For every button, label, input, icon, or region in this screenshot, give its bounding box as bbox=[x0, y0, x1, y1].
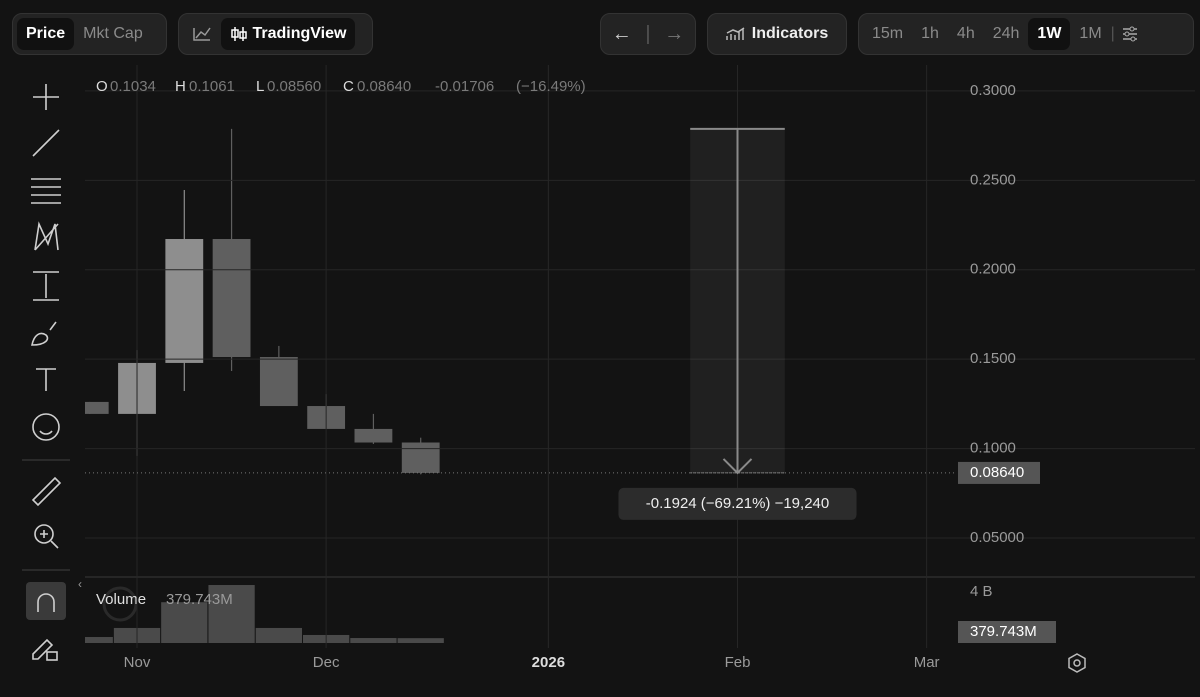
fib-tool[interactable] bbox=[31, 178, 61, 204]
measure-label: -0.1924 (−69.21%) −19,240 bbox=[646, 495, 829, 512]
candle-body bbox=[401, 442, 440, 473]
y-tick-label: 0.2000 bbox=[970, 261, 1016, 278]
ohlc-change-pct: (−16.49%) bbox=[516, 78, 586, 95]
ohlc-value: 0.08560 bbox=[267, 78, 321, 95]
zoom-tool[interactable] bbox=[34, 524, 54, 544]
undo-button[interactable]: ← bbox=[611, 22, 632, 45]
volume-bar bbox=[397, 638, 444, 643]
y-tick-label: 0.05000 bbox=[970, 529, 1024, 546]
ohlc-change: -0.01706 bbox=[435, 78, 494, 95]
zoom-plus bbox=[40, 530, 59, 549]
redo-button[interactable]: → bbox=[664, 22, 685, 45]
ohlc-value: 0.1061 bbox=[189, 78, 235, 95]
plot-area bbox=[85, 128, 444, 643]
interval-button[interactable]: 15m bbox=[872, 25, 904, 42]
y-tick-label: 0.3000 bbox=[970, 82, 1016, 99]
settings-button[interactable] bbox=[1115, 25, 1145, 43]
left-tools bbox=[22, 84, 70, 661]
volume-tick-label: 4 B bbox=[970, 583, 993, 600]
candle-body bbox=[165, 239, 204, 363]
emoji-smile bbox=[39, 430, 53, 435]
last-price-label: 0.08640 bbox=[970, 464, 1024, 481]
lock-icon bbox=[46, 651, 58, 661]
interval-button[interactable]: 1h bbox=[921, 25, 939, 42]
ohlc-letter: O bbox=[96, 78, 108, 95]
volume-tag bbox=[958, 621, 1056, 643]
line-chart-button[interactable] bbox=[183, 18, 221, 50]
magnet-tool[interactable] bbox=[26, 582, 66, 620]
emoji-tool[interactable] bbox=[32, 413, 60, 441]
volume-bar bbox=[85, 637, 113, 643]
mktcap-button[interactable]: Mkt Cap bbox=[83, 25, 143, 42]
volume-bar bbox=[350, 638, 397, 643]
collapse-toggle[interactable]: ‹ bbox=[78, 577, 82, 591]
candle-body bbox=[212, 239, 251, 358]
candle-body bbox=[354, 428, 393, 443]
x-tick-label: Mar bbox=[914, 654, 940, 671]
price-toggle: Price Mkt Cap bbox=[12, 13, 167, 55]
interval-button[interactable]: 1W bbox=[1028, 18, 1071, 50]
volume-tag-label: 379.743M bbox=[970, 623, 1037, 640]
measure-arrowhead bbox=[722, 458, 753, 475]
ohlc-letter: H bbox=[175, 78, 186, 95]
volume-bar bbox=[208, 585, 255, 643]
interval-button[interactable]: 4h bbox=[956, 25, 975, 42]
interval-selector: 15m 1h 4h 24h 1W 1M | bbox=[858, 13, 1194, 55]
interval-button[interactable]: 24h bbox=[992, 25, 1020, 42]
ohlc-value: 0.08640 bbox=[357, 78, 411, 95]
ruler-tool[interactable] bbox=[31, 476, 62, 507]
settings-icon-center bbox=[1073, 659, 1081, 667]
ohlc-letter: C bbox=[343, 78, 354, 95]
tradingview-label: TradingView bbox=[252, 25, 347, 42]
candle-body bbox=[259, 357, 298, 407]
ohlc-letter: L bbox=[256, 78, 264, 95]
tradingview-button[interactable]: TradingView bbox=[221, 18, 356, 50]
indicators-label: Indicators bbox=[751, 25, 829, 42]
volume-bar bbox=[255, 627, 302, 643]
x-tick-label: Dec bbox=[313, 654, 340, 671]
brush-tool[interactable] bbox=[31, 321, 57, 346]
y-tick-label: 0.1000 bbox=[970, 440, 1016, 457]
x-tick-label: Feb bbox=[725, 654, 751, 671]
x-tick-label: 2026 bbox=[532, 654, 565, 671]
x-tick-label: Nov bbox=[124, 654, 151, 671]
candle-body bbox=[85, 401, 109, 414]
settings-icon[interactable] bbox=[1068, 653, 1086, 673]
y-tick-label: 0.2500 bbox=[970, 171, 1016, 188]
interval-button[interactable]: 1M bbox=[1079, 25, 1102, 42]
y-tick-label: 0.1500 bbox=[970, 350, 1016, 367]
measure-tool[interactable] bbox=[33, 271, 59, 301]
line-chart-icon bbox=[193, 27, 211, 41]
chart-type-toggle: TradingView bbox=[178, 13, 373, 55]
measure-label-box bbox=[618, 487, 857, 520]
pattern-tool[interactable] bbox=[34, 221, 59, 251]
candle-icon bbox=[231, 26, 247, 41]
text-tool[interactable] bbox=[36, 368, 56, 391]
lock-tool[interactable] bbox=[32, 638, 54, 660]
undo-redo: ← | → bbox=[600, 13, 696, 55]
line-tool[interactable] bbox=[32, 129, 60, 157]
divider: | bbox=[1110, 25, 1115, 42]
crosshair-tool[interactable] bbox=[33, 84, 59, 110]
ohlc-value: 0.1034 bbox=[110, 78, 156, 95]
indicators-button[interactable]: Indicators bbox=[707, 13, 847, 55]
divider: | bbox=[645, 22, 651, 45]
volume-legend-name: Volume bbox=[96, 591, 146, 608]
magnet-icon bbox=[37, 593, 55, 612]
volume-bar bbox=[161, 602, 208, 643]
indicators-icon bbox=[726, 27, 745, 40]
watermark-logo bbox=[102, 586, 138, 622]
price-button[interactable]: Price bbox=[17, 18, 75, 50]
last-price-tag bbox=[958, 461, 1040, 484]
volume-legend-value: 379.743M bbox=[166, 591, 233, 608]
